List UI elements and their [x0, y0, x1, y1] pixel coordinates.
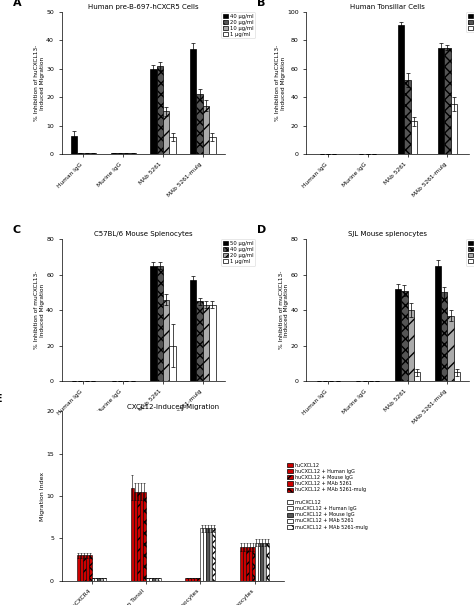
Bar: [441, 292, 447, 381]
Bar: [411, 122, 417, 154]
Bar: [404, 80, 411, 154]
Title: Human pre-B-697-hCXCR5 Cells: Human pre-B-697-hCXCR5 Cells: [88, 4, 199, 10]
Bar: [157, 266, 163, 381]
Bar: [261, 543, 264, 581]
Bar: [196, 301, 203, 381]
Bar: [82, 555, 85, 581]
Bar: [131, 488, 134, 581]
Y-axis label: % Inhibition of muCXCL13-
Induced Migration: % Inhibition of muCXCL13- Induced Migrat…: [34, 271, 45, 349]
Bar: [157, 66, 163, 154]
Legend: 40 μg/ml, 20 μg/ml, 10 μg/ml, 1 μg/ml: 40 μg/ml, 20 μg/ml, 10 μg/ml, 1 μg/ml: [221, 12, 255, 39]
Bar: [197, 578, 200, 581]
Bar: [444, 48, 451, 154]
Bar: [252, 547, 255, 581]
Bar: [239, 547, 243, 581]
Y-axis label: % Inhibition of huCXCL13-
Induced Migration: % Inhibition of huCXCL13- Induced Migrat…: [275, 45, 285, 121]
Bar: [190, 280, 196, 381]
Legend: 60 μg/ml, 20 μg/ml, 10 μg/ml, 1 μg/ml: 60 μg/ml, 20 μg/ml, 10 μg/ml, 1 μg/ml: [466, 239, 474, 266]
Bar: [77, 555, 80, 581]
Bar: [169, 345, 176, 381]
Bar: [110, 153, 117, 154]
Bar: [143, 492, 146, 581]
Bar: [435, 266, 441, 381]
Title: C57BL/6 Mouse Splenocytes: C57BL/6 Mouse Splenocytes: [94, 232, 192, 237]
Bar: [206, 528, 209, 581]
Bar: [257, 543, 261, 581]
Bar: [200, 528, 203, 581]
Bar: [408, 310, 414, 381]
Bar: [100, 578, 103, 581]
Title: SJL Mouse splenocytes: SJL Mouse splenocytes: [348, 232, 427, 237]
Bar: [169, 137, 176, 154]
Bar: [94, 578, 98, 581]
Y-axis label: % Inhibition of huCXCL13-
Induced Migration: % Inhibition of huCXCL13- Induced Migrat…: [34, 45, 45, 121]
Text: B: B: [257, 0, 265, 8]
Bar: [188, 578, 191, 581]
Bar: [89, 555, 91, 581]
Bar: [98, 578, 100, 581]
Bar: [203, 528, 206, 581]
Bar: [83, 153, 90, 154]
Legend: 50 μg/ml, 40 μg/ml, 20 μg/ml, 1 μg/ml: 50 μg/ml, 40 μg/ml, 20 μg/ml, 1 μg/ml: [221, 239, 255, 266]
Bar: [191, 578, 194, 581]
Bar: [117, 153, 123, 154]
Bar: [212, 528, 215, 581]
Text: D: D: [257, 225, 266, 235]
Text: E: E: [0, 394, 2, 405]
Title: CXCL12-Induced Migration: CXCL12-Induced Migration: [127, 404, 219, 410]
Bar: [103, 578, 107, 581]
Bar: [243, 547, 246, 581]
Bar: [248, 547, 252, 581]
Bar: [209, 305, 216, 381]
Bar: [414, 372, 420, 381]
Bar: [71, 136, 77, 154]
Bar: [150, 266, 157, 381]
Y-axis label: % Inhibition of muCXCL13-
Induced Migration: % Inhibition of muCXCL13- Induced Migrat…: [279, 271, 289, 349]
Bar: [398, 25, 404, 154]
Bar: [401, 290, 408, 381]
Bar: [447, 315, 454, 381]
Bar: [395, 289, 401, 381]
Bar: [152, 578, 155, 581]
Bar: [129, 153, 136, 154]
Title: Human Tonsillar Cells: Human Tonsillar Cells: [350, 4, 425, 10]
Bar: [80, 555, 82, 581]
Bar: [158, 578, 161, 581]
Legend: 60 μg/ml, 50 μg/ml, 40 μg/ml: 60 μg/ml, 50 μg/ml, 40 μg/ml: [466, 12, 474, 33]
Bar: [163, 111, 169, 154]
Bar: [454, 372, 460, 381]
Bar: [209, 137, 216, 154]
Y-axis label: Migration Index: Migration Index: [40, 471, 45, 521]
Bar: [137, 492, 140, 581]
Text: A: A: [13, 0, 21, 8]
Bar: [196, 94, 203, 154]
Bar: [194, 578, 197, 581]
Bar: [203, 305, 209, 381]
Bar: [190, 49, 196, 154]
Bar: [255, 543, 257, 581]
Bar: [185, 578, 188, 581]
Bar: [264, 543, 266, 581]
Bar: [91, 578, 94, 581]
Bar: [146, 578, 149, 581]
Bar: [246, 547, 248, 581]
Bar: [451, 105, 457, 154]
Legend: huCXCL12, huCXCL12 + Human IgG, huCXCL12 + Mouse IgG, huCXCL12 + MAb 5261, huCXC: huCXCL12, huCXCL12 + Human IgG, huCXCL12…: [287, 463, 367, 529]
Bar: [123, 153, 129, 154]
Bar: [85, 555, 89, 581]
Bar: [209, 528, 212, 581]
Bar: [163, 299, 169, 381]
Bar: [203, 106, 209, 154]
Bar: [438, 48, 444, 154]
Bar: [155, 578, 158, 581]
Bar: [266, 543, 269, 581]
Bar: [90, 153, 96, 154]
Bar: [149, 578, 152, 581]
Text: C: C: [13, 225, 21, 235]
Bar: [134, 492, 137, 581]
Bar: [77, 153, 83, 154]
Bar: [150, 69, 157, 154]
Bar: [140, 492, 143, 581]
